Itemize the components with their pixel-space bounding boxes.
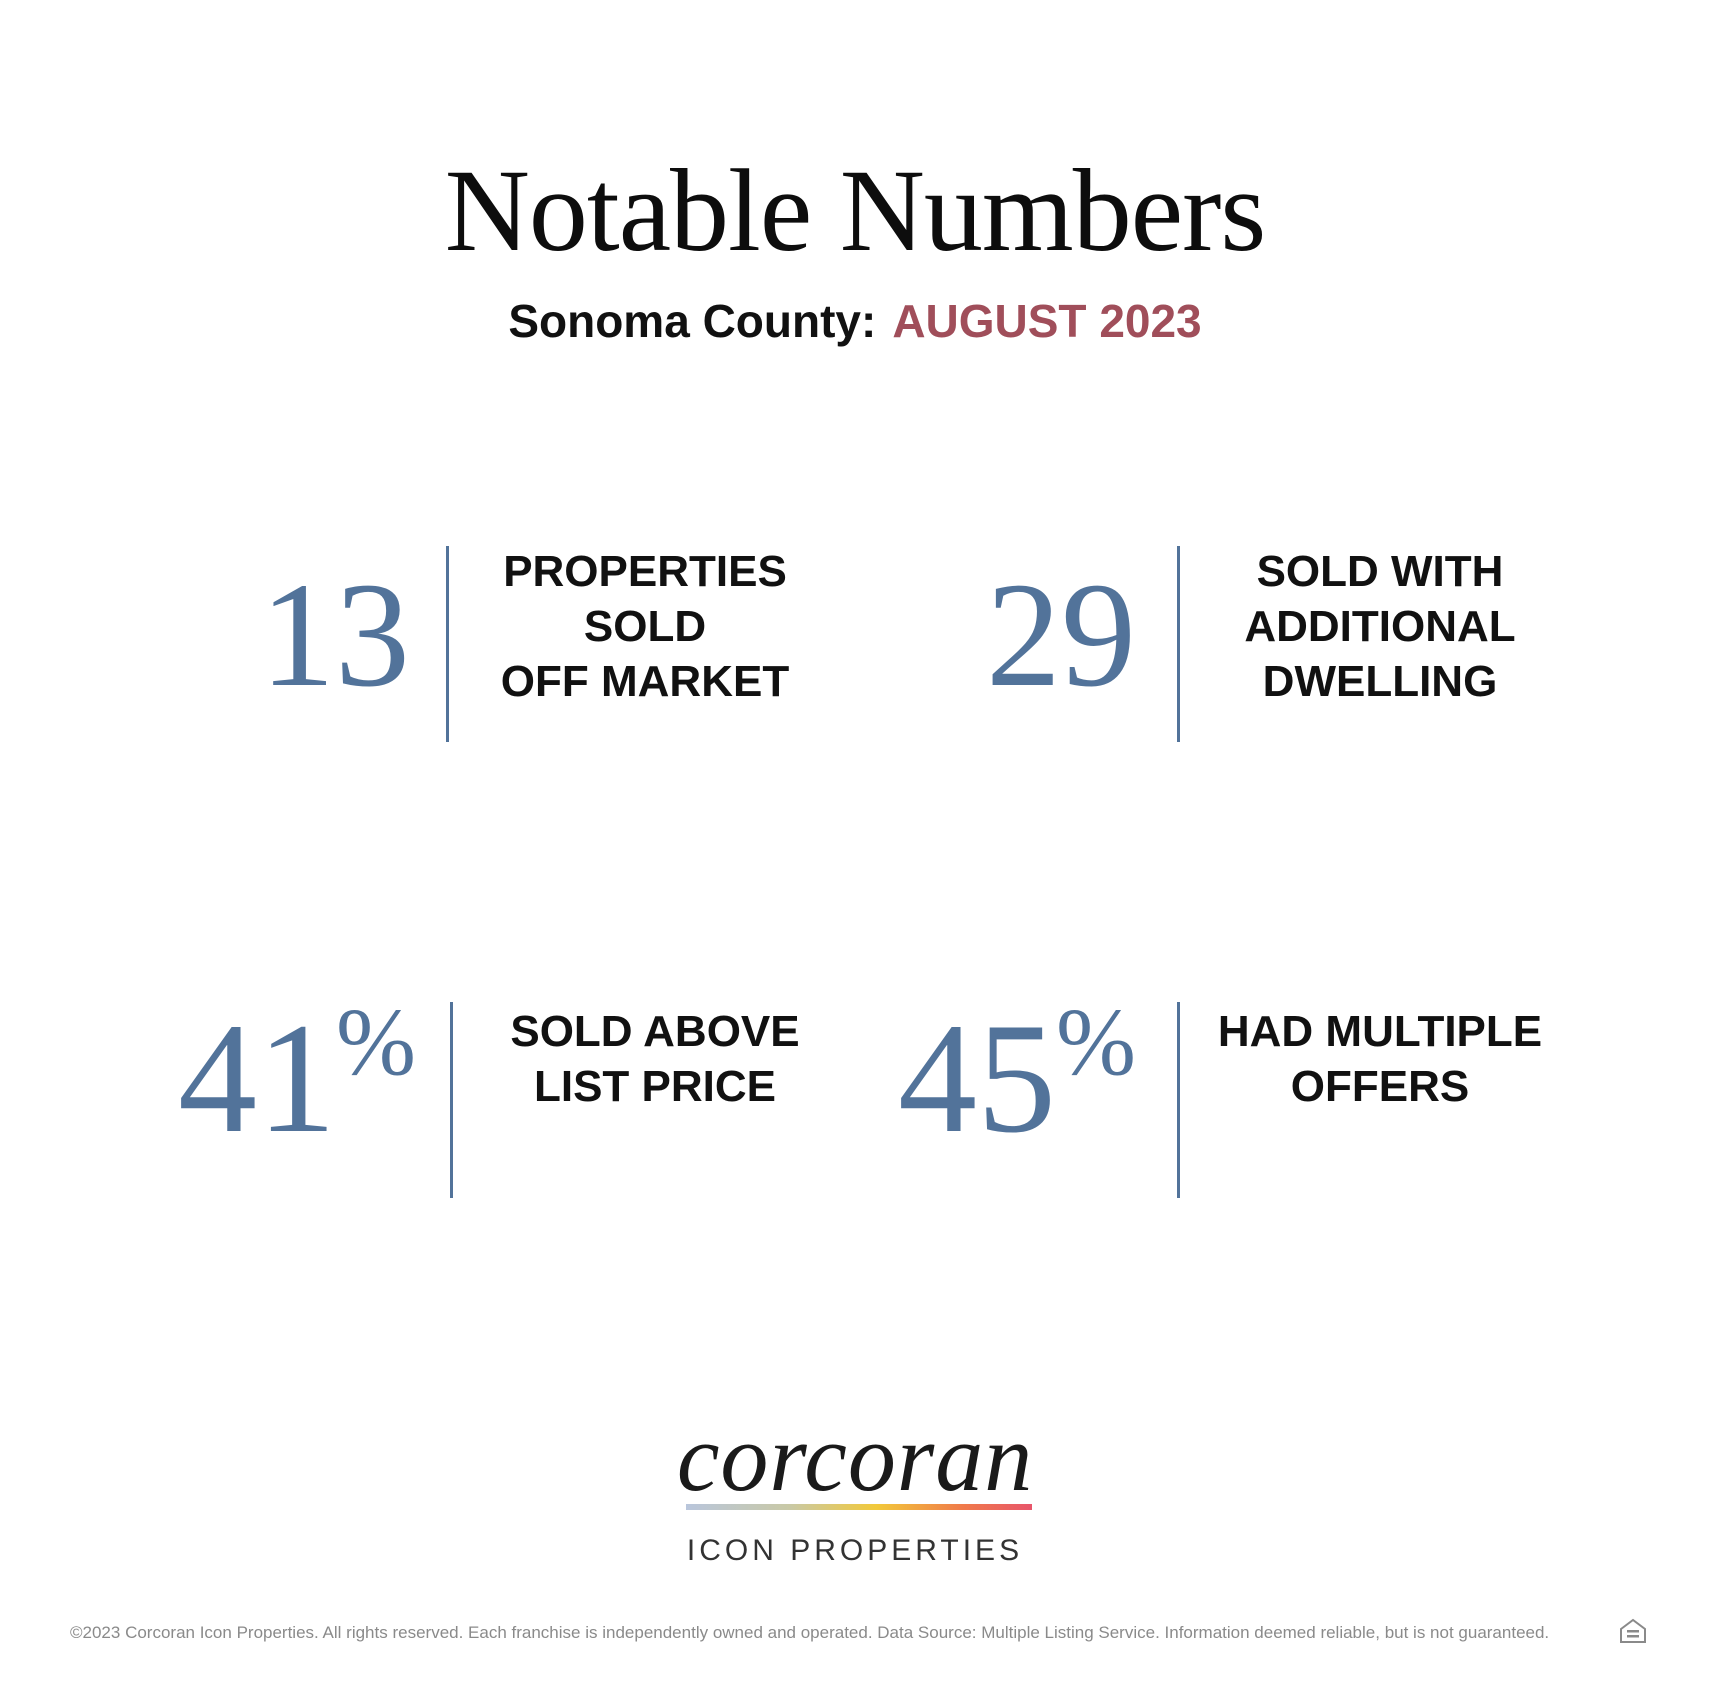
stat-label-line: OFF MARKET [500, 657, 790, 706]
stat-value: 41% [150, 994, 416, 1158]
stat-number: 13 [260, 552, 410, 718]
stat-divider [446, 546, 449, 742]
stat-label-line: HAD MULTIPLE [1217, 1007, 1543, 1056]
stat-label-line: DWELLING [1262, 657, 1498, 706]
stat-label-line: OFFERS [1290, 1062, 1470, 1111]
stat-label: SOLD ABOVE LIST PRICE [480, 1004, 830, 1114]
stat-value: 45% [860, 994, 1136, 1158]
corcoran-logo-wordmark: corcoran [676, 1404, 1034, 1511]
county-label: Sonoma County: [508, 295, 877, 347]
stat-label-line: SOLD WITH [1256, 547, 1504, 596]
stat-label-line: PROPERTIES [503, 547, 787, 596]
stat-label-line: LIST PRICE [533, 1062, 777, 1111]
stat-label: PROPERTIES SOLD OFF MARKET [470, 544, 820, 709]
stat-number: 45 [898, 991, 1057, 1166]
footer-disclaimer: ©2023 Corcoran Icon Properties. All righ… [70, 1623, 1550, 1642]
logo-gradient-bar [686, 1504, 1032, 1510]
period-label: AUGUST 2023 [892, 295, 1202, 347]
page-title: Notable Numbers [444, 145, 1267, 276]
stat-label-line: SOLD ABOVE [510, 1007, 800, 1056]
stat-number: 29 [986, 552, 1136, 718]
stat-suffix: % [336, 988, 416, 1095]
stat-suffix: % [1056, 988, 1136, 1095]
stat-value: 29 [940, 560, 1136, 710]
stat-divider [1177, 1002, 1180, 1198]
logo-subtitle: ICON PROPERTIES [686, 1534, 1024, 1567]
stat-divider [450, 1002, 453, 1198]
stat-label-line: SOLD [583, 602, 707, 651]
stat-label: HAD MULTIPLE OFFERS [1195, 1004, 1565, 1114]
stat-divider [1177, 546, 1180, 742]
stat-number: 41 [178, 991, 337, 1166]
stat-label-line: ADDITIONAL [1244, 602, 1516, 651]
stat-value: 13 [230, 560, 410, 710]
stat-label: SOLD WITH ADDITIONAL DWELLING [1210, 544, 1550, 709]
page-subtitle: Sonoma County: AUGUST 2023 [0, 298, 1710, 344]
equal-housing-icon [1620, 1618, 1646, 1643]
